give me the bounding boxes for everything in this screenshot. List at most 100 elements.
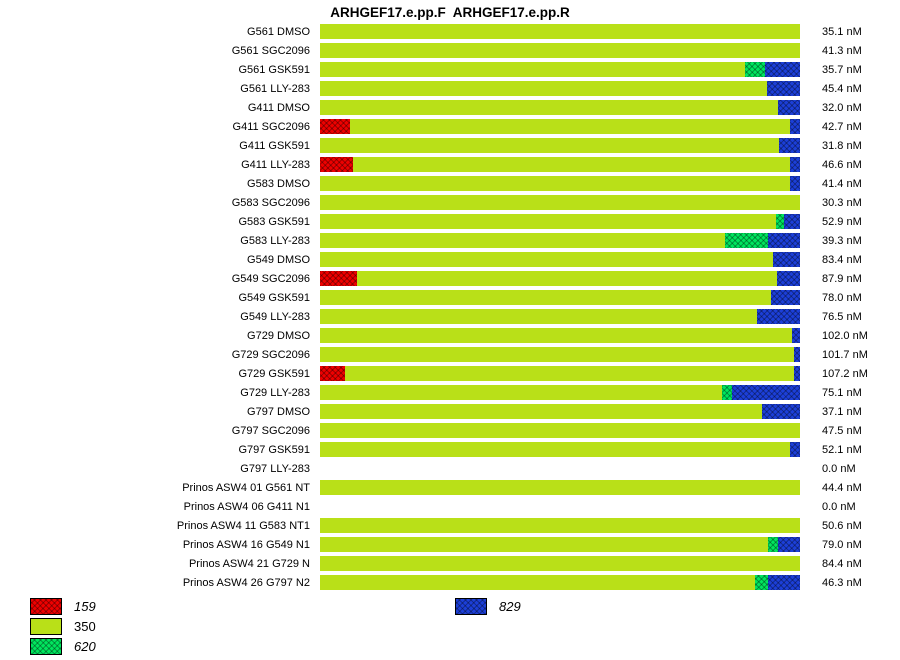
chart-row: G583 DMSO 41.4 nM [0,174,900,193]
bar-segment-350 [320,537,768,552]
row-value: 30.3 nM [822,196,862,209]
chart-row: G729 SGC2096 101.7 nM [0,345,900,364]
chart-row: G729 LLY-283 75.1 nM [0,383,900,402]
row-value: 75.1 nM [822,386,862,399]
row-label: Prinos ASW4 26 G797 N2 [182,576,310,589]
row-value: 44.4 nM [822,481,862,494]
chart-row: G583 SGC2096 30.3 nM [0,193,900,212]
bar-segment-829 [794,366,800,381]
bar-segment-350 [320,100,778,115]
row-value: 102.0 nM [822,329,868,342]
row-label: G549 DMSO [247,253,310,266]
bar-track [320,100,800,115]
chart-row: G561 LLY-283 45.4 nM [0,79,900,98]
row-value: 31.8 nM [822,139,862,152]
bar-segment-350 [320,556,800,571]
row-value: 107.2 nM [822,367,868,380]
bar-track [320,347,800,362]
bar-track [320,24,800,39]
chart-row: G797 SGC2096 47.5 nM [0,421,900,440]
bar-track [320,271,800,286]
row-label: G411 LLY-283 [241,158,310,171]
legend-label-350: 350 [74,618,96,634]
row-label: G583 GSK591 [238,215,310,228]
bar-segment-350 [320,24,800,39]
legend-swatch-620-icon [30,637,62,655]
row-label: G797 GSK591 [238,443,310,456]
bar-segment-350 [320,309,757,324]
bar-track [320,119,800,134]
bar-segment-350 [320,575,755,590]
bar-segment-350 [320,81,767,96]
bar-segment-829 [778,100,800,115]
bar-segment-829 [790,442,800,457]
row-label: G549 GSK591 [238,291,310,304]
row-label: G583 LLY-283 [240,234,310,247]
bar-track [320,499,800,514]
bar-segment-829 [790,157,800,172]
chart-row: Prinos ASW4 01 G561 NT 44.4 nM [0,478,900,497]
chart-rows: G561 DMSO 35.1 nM G561 SGC2096 41.3 nM G561 … [0,22,900,592]
row-label: G411 DMSO [247,101,310,114]
row-label: G549 LLY-283 [240,310,310,323]
row-value: 52.1 nM [822,443,862,456]
row-value: 35.7 nM [822,63,862,76]
bar-segment-350 [320,480,800,495]
row-value: 41.4 nM [822,177,862,190]
bar-segment-350 [320,62,745,77]
bar-track [320,404,800,419]
bar-track [320,537,800,552]
bar-track [320,81,800,96]
chart-row: G549 LLY-283 76.5 nM [0,307,900,326]
bar-track [320,214,800,229]
chart-row: Prinos ASW4 11 G583 NT1 50.6 nM [0,516,900,535]
bar-segment-350 [320,43,800,58]
bar-segment-829 [768,575,800,590]
bar-segment-829 [779,138,800,153]
row-value: 32.0 nM [822,101,862,114]
bar-segment-350 [320,214,776,229]
chart-row: G549 DMSO 83.4 nM [0,250,900,269]
legend-swatch-350-icon [30,617,62,635]
bar-segment-829 [778,537,800,552]
bar-segment-829 [765,62,800,77]
bar-segment-350 [320,347,794,362]
chart-row: G729 DMSO 102.0 nM [0,326,900,345]
row-label: G729 SGC2096 [231,348,310,361]
bar-segment-829 [794,347,800,362]
row-value: 42.7 nM [822,120,862,133]
bar-segment-350 [320,176,790,191]
chart-row: G561 SGC2096 41.3 nM [0,41,900,60]
row-value: 50.6 nM [822,519,862,532]
bar-segment-159 [320,271,357,286]
bar-segment-350 [320,518,800,533]
chart-title: ARHGEF17.e.pp.F ARHGEF17.e.pp.R [330,5,570,20]
bar-segment-829 [757,309,800,324]
bar-segment-620 [768,537,778,552]
row-label: Prinos ASW4 06 G411 N1 [183,500,310,513]
bar-segment-829 [777,271,800,286]
row-value: 47.5 nM [822,424,862,437]
row-label: G561 LLY-283 [240,82,310,95]
row-label: G561 SGC2096 [231,44,310,57]
bar-segment-829 [784,214,800,229]
chart-row: G549 GSK591 78.0 nM [0,288,900,307]
legend-item-159: 159 [30,596,870,616]
bar-segment-159 [320,157,353,172]
chart-row: G411 GSK591 31.8 nM [0,136,900,155]
chart-row: G797 DMSO 37.1 nM [0,402,900,421]
chart-row: Prinos ASW4 06 G411 N1 0.0 nM [0,497,900,516]
chart-row: Prinos ASW4 21 G729 N 84.4 nM [0,554,900,573]
bar-segment-350 [320,233,725,248]
row-value: 46.6 nM [822,158,862,171]
bar-segment-620 [776,214,784,229]
row-label: Prinos ASW4 01 G561 NT [182,481,310,494]
bar-track [320,138,800,153]
row-label: G561 DMSO [247,25,310,38]
legend-item-350: 350 [30,616,870,636]
row-value: 87.9 nM [822,272,862,285]
row-value: 35.1 nM [822,25,862,38]
bar-segment-829 [773,252,800,267]
chart-row: G411 LLY-283 46.6 nM [0,155,900,174]
chart-row: G411 SGC2096 42.7 nM [0,117,900,136]
